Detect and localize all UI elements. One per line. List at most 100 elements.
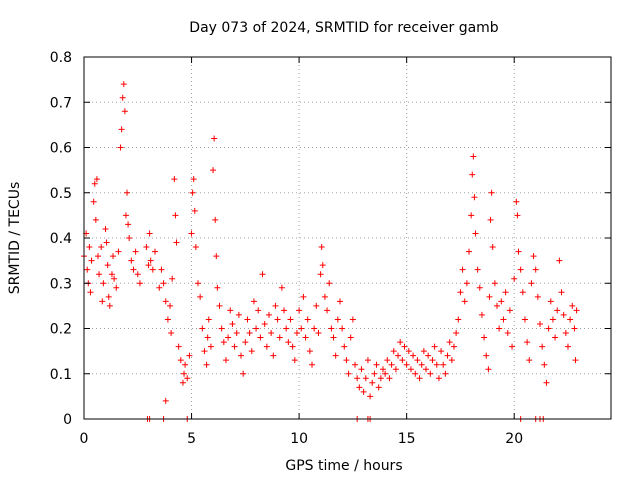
- data-point: [151, 248, 158, 255]
- data-point: [283, 325, 290, 332]
- data-point: [476, 284, 483, 291]
- data-point: [513, 198, 520, 205]
- data-point: [248, 348, 255, 355]
- data-point: [110, 253, 117, 260]
- data-point: [175, 343, 182, 350]
- x-tick-label: 5: [187, 431, 196, 447]
- data-point: [128, 257, 135, 264]
- data-point: [102, 225, 109, 232]
- data-point: [504, 330, 511, 337]
- data-point: [119, 94, 126, 101]
- data-point: [173, 239, 180, 246]
- data-point: [343, 357, 350, 364]
- data-point: [216, 302, 223, 309]
- data-point: [98, 244, 105, 251]
- x-tick-label: 15: [398, 431, 416, 447]
- data-point: [466, 248, 473, 255]
- data-point: [326, 280, 333, 287]
- data-point: [487, 216, 494, 223]
- data-point: [407, 366, 414, 373]
- data-point: [210, 167, 217, 174]
- data-point: [162, 397, 169, 404]
- data-point: [448, 357, 455, 364]
- data-point: [213, 253, 220, 260]
- data-point: [162, 298, 169, 305]
- data-point: [543, 379, 550, 386]
- y-tick-label: 0.1: [50, 367, 72, 383]
- data-point: [521, 316, 528, 323]
- y-tick-label: 0.8: [50, 50, 72, 66]
- data-point: [345, 370, 352, 377]
- data-point: [317, 271, 324, 278]
- data-point: [364, 357, 371, 364]
- data-point: [354, 375, 361, 382]
- data-point: [146, 230, 153, 237]
- data-point: [182, 361, 189, 368]
- data-point: [511, 275, 518, 282]
- data-point: [470, 153, 477, 160]
- data-point: [143, 244, 150, 251]
- data-point: [461, 298, 468, 305]
- y-tick-label: 0.6: [50, 141, 72, 157]
- data-point: [272, 302, 279, 309]
- data-point: [106, 302, 113, 309]
- data-point: [339, 325, 346, 332]
- data-point: [341, 343, 348, 350]
- data-point: [246, 330, 253, 337]
- data-point: [160, 280, 167, 287]
- data-point: [493, 302, 500, 309]
- data-point: [117, 144, 124, 151]
- data-point: [412, 370, 419, 377]
- x-axis-label: GPS time / hours: [285, 458, 402, 474]
- data-point: [360, 388, 367, 395]
- data-point: [302, 334, 309, 341]
- data-point: [347, 334, 354, 341]
- data-point: [285, 339, 292, 346]
- data-point: [541, 361, 548, 368]
- data-point: [87, 289, 94, 296]
- data-point: [450, 343, 457, 350]
- data-point: [517, 266, 524, 273]
- data-point: [392, 366, 399, 373]
- data-point: [281, 307, 288, 314]
- y-tick-label: 0.5: [50, 186, 72, 202]
- data-point: [321, 293, 328, 300]
- data-point: [259, 271, 266, 278]
- data-point: [257, 334, 264, 341]
- data-point: [156, 284, 163, 291]
- data-point: [375, 384, 382, 391]
- data-point: [169, 275, 176, 282]
- data-point: [235, 311, 242, 318]
- data-point: [227, 307, 234, 314]
- data-point: [390, 348, 397, 355]
- data-point: [167, 302, 174, 309]
- data-point: [130, 266, 137, 273]
- data-point: [261, 320, 268, 327]
- data-point: [204, 334, 211, 341]
- data-point: [315, 330, 322, 337]
- data-point: [164, 316, 171, 323]
- data-point: [435, 375, 442, 382]
- data-point: [526, 357, 533, 364]
- data-point: [399, 357, 406, 364]
- data-point: [318, 244, 325, 251]
- data-point: [205, 316, 212, 323]
- data-point: [291, 357, 298, 364]
- data-point: [276, 334, 283, 341]
- data-point: [94, 253, 101, 260]
- data-point: [250, 298, 257, 305]
- data-point: [147, 257, 154, 264]
- data-point: [457, 289, 464, 296]
- data-point: [474, 266, 481, 273]
- data-point: [429, 357, 436, 364]
- data-point: [242, 339, 249, 346]
- data-point: [509, 343, 516, 350]
- data-point: [444, 352, 451, 359]
- data-point: [349, 316, 356, 323]
- data-point: [108, 271, 115, 278]
- data-point: [115, 248, 122, 255]
- data-point: [240, 370, 247, 377]
- data-point: [382, 370, 389, 377]
- data-point: [306, 348, 313, 355]
- data-point: [486, 293, 493, 300]
